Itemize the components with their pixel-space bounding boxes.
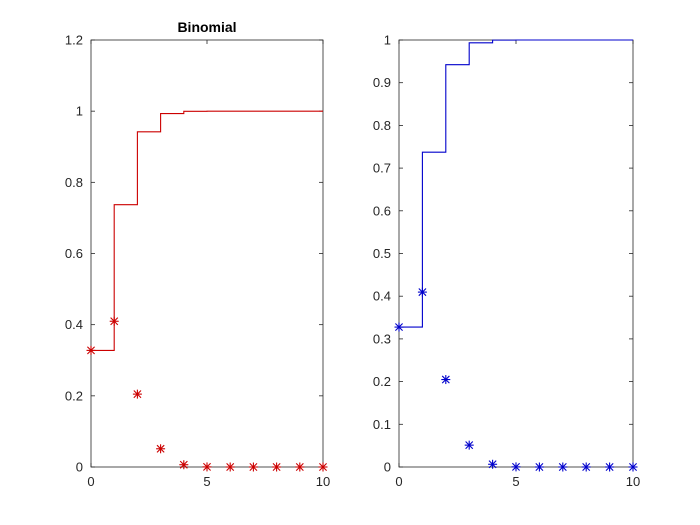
left-pmf-marker [109,316,119,326]
left-pmf-marker [179,460,189,470]
left-pmf-marker-stroke [179,460,188,469]
right-cdf-stairs-line [399,39,633,328]
left-x-tick-label: 5 [203,474,210,489]
right-pmf-marker-stroke [488,460,497,469]
right-y-tick-label: 0.5 [373,246,391,261]
left-y-tick-label: 0.8 [65,175,83,190]
right-pmf-marker [441,375,451,385]
right-y-tick-label: 0.4 [373,289,391,304]
right-pmf-marker-stroke [582,463,591,471]
left-pmf-marker-stroke [133,390,142,399]
right-pmf-marker [628,462,638,472]
right-x-tick-label: 10 [626,474,640,489]
right-pmf-marker [394,322,404,332]
right-pmf-marker [605,462,615,472]
right-pmf-marker-stroke [395,323,403,332]
right-y-tick-label: 0.7 [373,161,391,176]
right-subplot: 0 5 10 0 0.1 0.2 0.3 0.4 0.5 0.6 0.7 0.8 0.9 1 [373,33,640,490]
left-pmf-marker-stroke [226,463,235,471]
left-pmf-marker-stroke [249,463,258,471]
right-pmf-marker [464,440,474,450]
left-cdf-stairs-line [91,110,323,351]
right-x-tick-label: 0 [395,474,402,489]
right-pmf-marker [581,462,591,472]
left-y-tick-label: 0.2 [65,388,83,403]
left-pmf-marker [225,462,235,472]
left-y-tick-label: 0.6 [65,246,83,261]
left-pmf-marker [202,462,212,472]
right-pmf-marker-stroke [441,375,450,384]
left-pmf-marker-stroke [87,346,95,355]
right-y-tick-label: 0.1 [373,417,391,432]
left-pmf-marker [272,462,282,472]
left-pmf-marker [132,389,142,399]
right-pmf-marker [488,459,498,469]
left-pmf-marker-stroke [272,463,281,471]
left-pmf-marker-stroke [110,317,119,326]
right-pmf-marker [511,462,521,472]
left-x-tick-label: 10 [316,474,330,489]
left-y-tick-label: 1.2 [65,33,83,48]
left-subplot: Binomial 0 5 10 0 0.2 0.4 0.6 0.8 1 1.2 [65,19,330,489]
right-pmf-marker [417,287,427,297]
left-x-tick-label: 0 [87,474,94,489]
right-pmf-marker-stroke [558,463,567,471]
right-pmf-marker-stroke [605,463,614,471]
left-pmf-marker [295,462,305,472]
left-pmf-marker-stroke [203,462,211,471]
left-pmf-marker-stroke [156,444,165,453]
left-pmf-marker [156,444,166,454]
right-y-tick-label: 0.9 [373,75,391,90]
left-y-tick-label: 1 [76,104,83,119]
left-pmf-marker [248,462,258,472]
right-y-tick-label: 0.8 [373,118,391,133]
right-pmf-marker-stroke [465,441,474,450]
right-pmf-marker [534,462,544,472]
left-y-tick-label: 0 [76,460,83,475]
right-x-tick-label: 5 [512,474,519,489]
right-y-tick-label: 0 [384,460,391,475]
right-pmf-marker-stroke [629,463,637,471]
right-y-tick-label: 0.2 [373,374,391,389]
right-pmf-marker-stroke [512,462,520,471]
left-y-tick-label: 0.4 [65,317,83,332]
left-pmf-marker [86,345,96,355]
right-y-tick-label: 0.6 [373,203,391,218]
right-pmf-marker-stroke [535,463,544,471]
right-y-tick-label: 1 [384,33,391,48]
right-y-tick-label: 0.3 [373,331,391,346]
right-pmf-marker [558,462,568,472]
left-pmf-marker-stroke [319,463,327,471]
right-pmf-marker-stroke [418,288,427,297]
left-pmf-marker [318,462,328,472]
left-pmf-marker-stroke [295,463,304,471]
left-subplot-title: Binomial [177,19,236,35]
